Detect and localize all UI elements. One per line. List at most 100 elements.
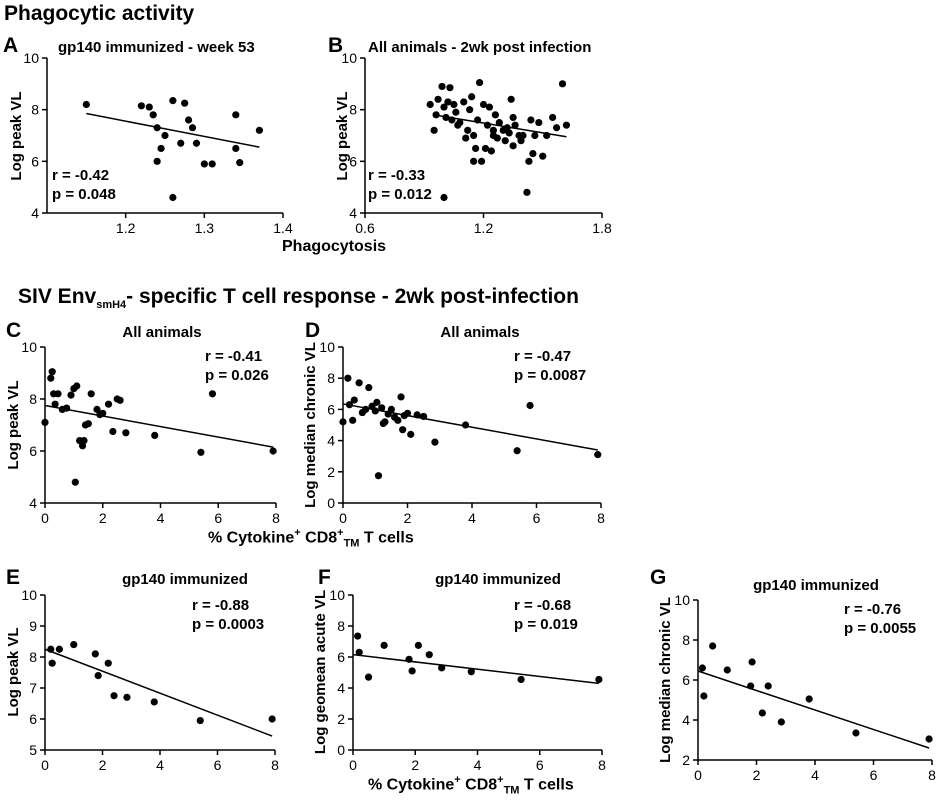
y-tick-label: 8 — [337, 618, 345, 634]
data-point — [82, 100, 90, 109]
y-axis-label: Log median chronic VL — [657, 597, 674, 763]
data-point — [94, 672, 102, 680]
data-point — [438, 82, 446, 91]
data-point — [355, 379, 363, 387]
data-point — [475, 78, 484, 87]
data-point — [379, 419, 387, 428]
data-point — [63, 404, 71, 412]
data-point — [723, 666, 731, 674]
y-tick-label: 4 — [29, 495, 37, 511]
data-point — [55, 645, 63, 653]
data-point — [91, 650, 99, 658]
data-point — [452, 108, 460, 116]
data-point — [477, 157, 486, 165]
data-point — [549, 113, 557, 122]
data-point — [380, 641, 388, 649]
x-tick-label: 2 — [404, 510, 412, 526]
y-tick-label: 2 — [337, 711, 345, 727]
data-point — [526, 401, 534, 410]
x-tick-label: 8 — [271, 757, 279, 773]
panel-letter: D — [305, 319, 320, 342]
x-tick-label: 6 — [214, 510, 222, 526]
data-point — [403, 409, 412, 417]
y-tick-label: 6 — [682, 672, 690, 688]
data-point — [150, 698, 158, 706]
y-tick-label: 5 — [29, 742, 37, 758]
data-point — [344, 374, 352, 382]
x-tick-label: 8 — [598, 757, 606, 773]
data-point — [87, 390, 95, 398]
y-tick-label: 6 — [29, 443, 37, 459]
data-point — [438, 664, 446, 672]
y-axis-label: Log peak VL — [334, 91, 351, 180]
data-point — [48, 659, 56, 667]
data-point — [373, 398, 381, 406]
data-point — [99, 409, 107, 417]
data-point — [269, 447, 277, 455]
data-point — [110, 692, 118, 700]
regression-line — [44, 404, 274, 448]
data-point — [523, 188, 531, 196]
data-point — [104, 400, 113, 408]
data-point — [483, 121, 492, 129]
data-point — [354, 632, 362, 640]
panel-b: B All animals - 2wk post infection 4 6 8 10 0.… — [328, 34, 612, 236]
data-point — [758, 709, 766, 717]
data-point — [444, 98, 452, 106]
x-tick-label: 4 — [474, 757, 482, 773]
x-tick-label: 2 — [99, 510, 107, 526]
y-axis-label: Log peak VL — [5, 627, 22, 716]
y-tick-label: 4 — [337, 680, 345, 696]
data-point — [473, 116, 482, 124]
y-tick-label: 7 — [29, 680, 37, 696]
data-point — [595, 675, 603, 684]
y-tick-label: 4 — [349, 205, 357, 221]
data-point — [413, 411, 421, 419]
data-point — [137, 102, 145, 110]
x-tick-label: 4 — [468, 510, 476, 526]
data-point — [472, 144, 480, 153]
data-point — [80, 437, 88, 445]
data-point — [47, 374, 55, 382]
x-tick-label: 0 — [349, 757, 357, 773]
data-point — [374, 472, 383, 480]
data-point — [442, 113, 450, 122]
data-point — [67, 391, 75, 399]
data-point — [399, 426, 407, 434]
data-point — [339, 418, 347, 426]
data-point — [116, 396, 124, 404]
x-tick-label: 1.4 — [273, 220, 293, 236]
data-point — [709, 642, 717, 650]
y-tick-label: 0 — [327, 495, 335, 511]
data-point — [434, 95, 442, 103]
data-point — [208, 160, 216, 168]
data-point — [507, 95, 515, 103]
data-point — [71, 478, 79, 486]
x-tick-label: 6 — [533, 510, 541, 526]
data-point — [489, 126, 497, 134]
chart-title: All animals — [440, 324, 519, 341]
data-point — [255, 126, 263, 134]
data-point — [700, 692, 708, 700]
x-tick-label: 1.3 — [195, 220, 215, 236]
r-value: r = -0.41 — [205, 348, 262, 365]
data-point — [149, 111, 157, 119]
data-point — [387, 405, 395, 413]
y-tick-label: 8 — [349, 102, 357, 118]
y-tick-label: 10 — [21, 339, 37, 355]
section-title-t-cell: SIV EnvsmH4- specific T cell response - … — [18, 285, 579, 312]
y-axis-label: Log peak VL — [8, 91, 25, 180]
x-tick-label: 2 — [99, 757, 107, 773]
panel-letter: F — [318, 566, 331, 589]
data-point — [430, 126, 438, 134]
data-point — [397, 393, 405, 401]
r-value: r = -0.68 — [514, 597, 571, 614]
y-tick-label: 4 — [682, 712, 690, 728]
data-point — [509, 113, 517, 122]
data-point — [268, 715, 276, 723]
data-point — [425, 651, 433, 659]
data-point — [73, 382, 81, 390]
data-point — [169, 97, 177, 105]
